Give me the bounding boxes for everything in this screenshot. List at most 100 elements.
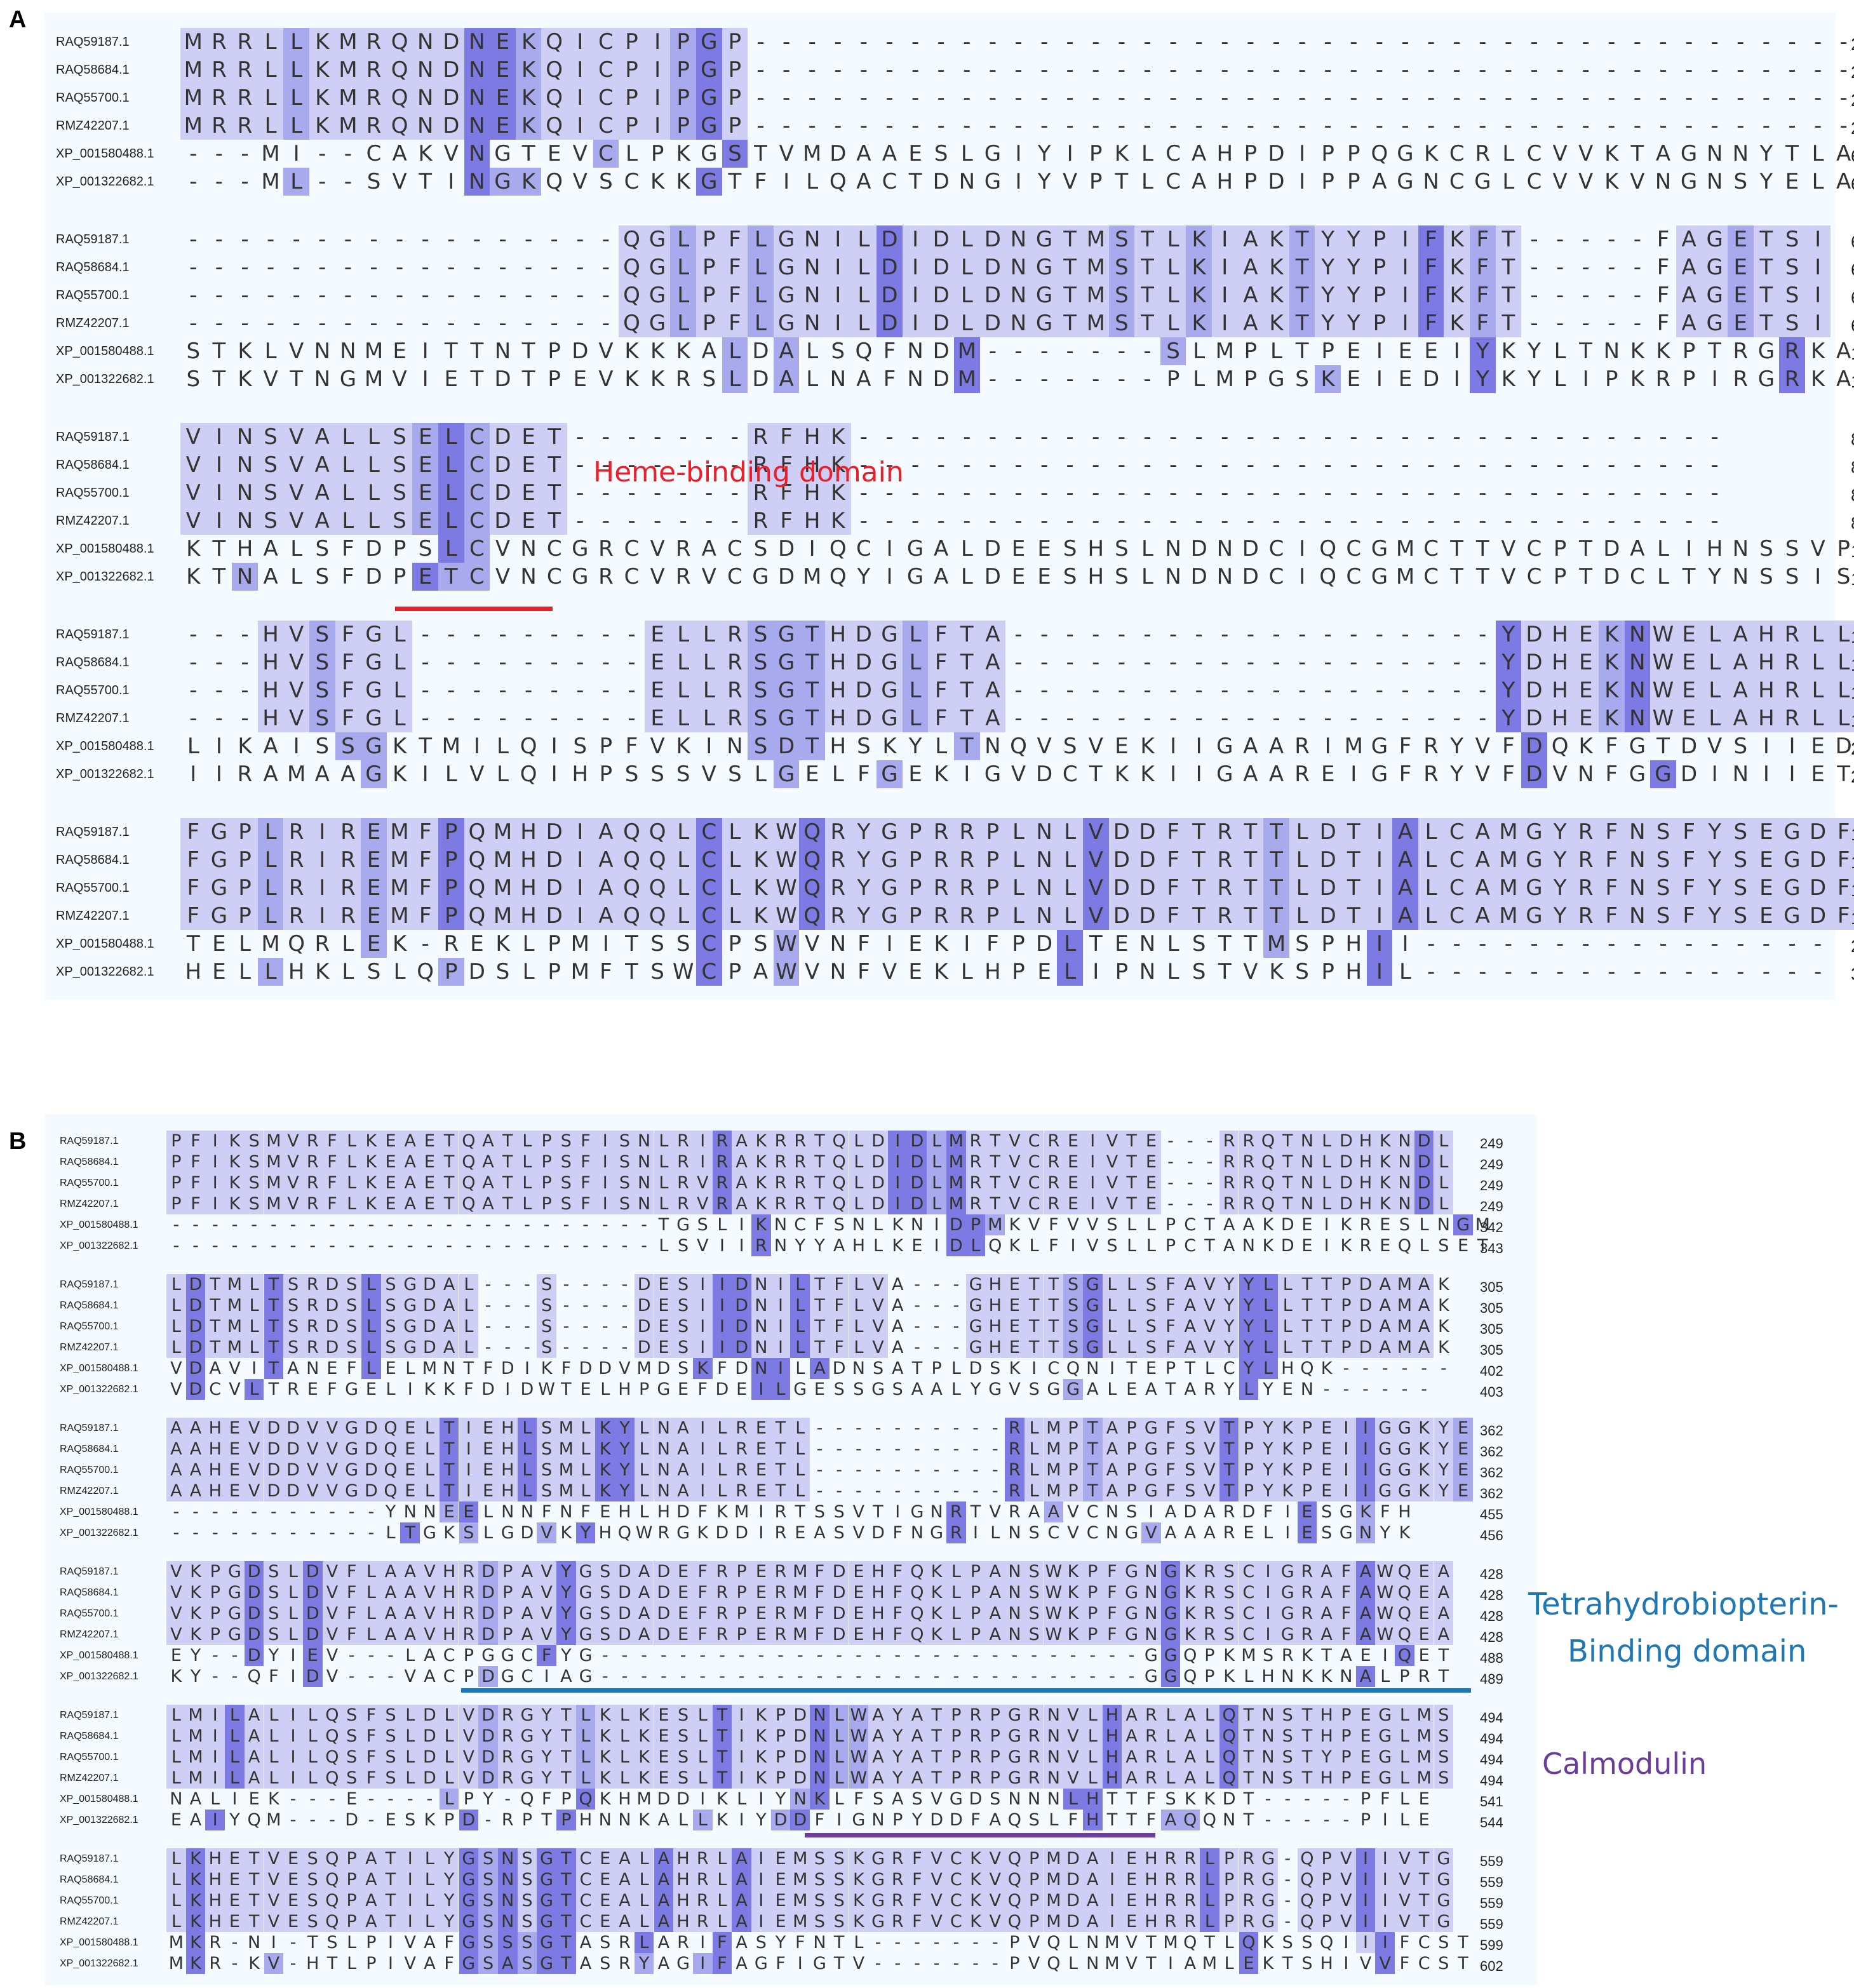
sequence-id: RAQ55700.1 xyxy=(60,1316,119,1337)
residue-end-number: 362 xyxy=(1480,1439,1503,1465)
residue-end-number: 249 xyxy=(1480,1131,1503,1157)
sequence-id: XP_001322682.1 xyxy=(56,563,154,591)
residue-end-number: 305 xyxy=(1480,1337,1503,1363)
residue-end-number: 599 xyxy=(1480,1932,1503,1958)
residue-end-number: 559 xyxy=(1480,1911,1503,1937)
sequence-id: XP_001580488.1 xyxy=(56,337,154,365)
residue-end-number: 22 xyxy=(1851,56,1854,89)
sequence-id: RAQ58684.1 xyxy=(56,253,130,281)
residue-end-number: 342 xyxy=(1480,1214,1503,1240)
residue-end-number: 120 xyxy=(1851,337,1854,370)
sequence-id: RAQ55700.1 xyxy=(60,1747,119,1768)
panel-a-label: A xyxy=(9,6,26,34)
residue-end-number: 428 xyxy=(1480,1624,1503,1650)
residue-end-number: 120 xyxy=(1851,676,1854,709)
sequence-id: RAQ59187.1 xyxy=(60,1705,119,1726)
residue-end-number: 428 xyxy=(1480,1603,1503,1629)
sequence-id: RAQ55700.1 xyxy=(56,479,130,507)
sequence-id: RAQ59187.1 xyxy=(60,1274,119,1295)
residue-end-number: 22 xyxy=(1851,112,1854,145)
sequence-id: RAQ58684.1 xyxy=(60,1869,119,1890)
residue-end-number: 186 xyxy=(1851,535,1854,568)
residue-end-number: 83 xyxy=(1851,451,1854,484)
residue-end-number: 186 xyxy=(1851,818,1854,851)
residue-end-number: 22 xyxy=(1851,84,1854,117)
residue-end-number: 64 xyxy=(1851,253,1854,286)
residue-end-number: 186 xyxy=(1851,874,1854,907)
sequence-id: XP_001322682.1 xyxy=(60,1953,138,1974)
residue-end-number: 186 xyxy=(1851,846,1854,879)
sequence-id: XP_001322682.1 xyxy=(60,1379,138,1400)
tetrahydrobiopterin-label-line2: Binding domain xyxy=(1568,1634,1806,1669)
sequence-id: XP_001322682.1 xyxy=(56,365,154,393)
residue-end-number: 83 xyxy=(1851,423,1854,456)
calmodulin-underline xyxy=(805,1833,1155,1837)
residue-end-number: 64 xyxy=(1851,281,1854,314)
sequence-id: XP_001580488.1 xyxy=(56,930,154,958)
residue-end-number: 120 xyxy=(1851,621,1854,654)
sequence-id: RMZ42207.1 xyxy=(56,704,130,732)
sequence-id: XP_001322682.1 xyxy=(56,760,154,788)
residue-end-number: 186 xyxy=(1851,563,1854,596)
residue-end-number: 488 xyxy=(1480,1645,1503,1671)
sequence-id: RAQ58684.1 xyxy=(60,1152,119,1172)
tetrahydrobiopterin-label-line1: Tetrahydrobiopterin- xyxy=(1528,1587,1839,1622)
residue-end-number: 300 xyxy=(1851,958,1854,991)
heme-binding-label: Heme-binding domain xyxy=(593,456,904,488)
sequence-id: RAQ55700.1 xyxy=(56,676,130,704)
residue-end-number: 455 xyxy=(1480,1501,1503,1528)
residue-end-number: 22 xyxy=(1851,28,1854,61)
sequence-id: RAQ59187.1 xyxy=(60,1561,119,1582)
residue-end-number: 299 xyxy=(1851,930,1854,963)
residue-end-number: 305 xyxy=(1480,1274,1503,1300)
residue-end-number: 249 xyxy=(1480,1193,1503,1219)
sequence-id: RAQ59187.1 xyxy=(56,621,130,648)
sequence-id: RAQ55700.1 xyxy=(60,1172,119,1193)
residue-end-number: 362 xyxy=(1480,1481,1503,1507)
tetrahydrobiopterin-underline xyxy=(461,1688,1471,1693)
sequence-id: RAQ58684.1 xyxy=(60,1726,119,1747)
sequence-id: RAQ55700.1 xyxy=(60,1603,119,1624)
residue-end-number: 494 xyxy=(1480,1747,1503,1773)
residue-end-number: 120 xyxy=(1851,704,1854,737)
sequence-id: RAQ59187.1 xyxy=(60,1848,119,1869)
residue-end-number: 252 xyxy=(1851,732,1854,765)
sequence-id: RAQ55700.1 xyxy=(60,1460,119,1481)
calmodulin-label: Calmodulin xyxy=(1542,1747,1707,1781)
residue-end-number: 402 xyxy=(1480,1358,1503,1384)
sequence-id: RAQ55700.1 xyxy=(60,1890,119,1911)
sequence-id: RMZ42207.1 xyxy=(60,1481,119,1501)
sequence-id: RMZ42207.1 xyxy=(56,507,130,535)
sequence-id: XP_001580488.1 xyxy=(60,1932,138,1953)
sequence-id: RAQ55700.1 xyxy=(56,84,130,112)
sequence-id: XP_001580488.1 xyxy=(56,535,154,563)
residue-end-number: 343 xyxy=(1480,1235,1503,1261)
sequence-id: RAQ58684.1 xyxy=(56,56,130,84)
sequence-id: RAQ59187.1 xyxy=(56,423,130,451)
sequence-id: RAQ59187.1 xyxy=(60,1131,119,1152)
sequence-id: RMZ42207.1 xyxy=(56,309,130,337)
residue-end-number: 83 xyxy=(1851,507,1854,540)
residue-end-number: 362 xyxy=(1480,1460,1503,1486)
sequence-id: RAQ59187.1 xyxy=(56,225,130,253)
residue-end-number: 305 xyxy=(1480,1295,1503,1321)
sequence-id: XP_001322682.1 xyxy=(56,168,154,196)
sequence-id: RAQ58684.1 xyxy=(60,1295,119,1316)
sequence-id: XP_001322682.1 xyxy=(56,958,154,986)
sequence-id: RMZ42207.1 xyxy=(60,1624,119,1645)
residue-end-number: 61 xyxy=(1851,168,1854,201)
sequence-id: RAQ58684.1 xyxy=(56,846,130,874)
sequence-id: XP_001322682.1 xyxy=(60,1666,138,1687)
residue-end-number: 489 xyxy=(1480,1666,1503,1692)
sequence-id: RAQ58684.1 xyxy=(60,1582,119,1603)
residue-end-number: 559 xyxy=(1480,1890,1503,1916)
residue-end-number: 456 xyxy=(1480,1522,1503,1548)
sequence-id: RAQ58684.1 xyxy=(56,648,130,676)
sequence-id: RMZ42207.1 xyxy=(56,902,130,930)
residue-end-number: 559 xyxy=(1480,1848,1503,1874)
residue-end-number: 249 xyxy=(1480,1152,1503,1178)
sequence-id: RAQ55700.1 xyxy=(56,874,130,902)
sequence-id: XP_001580488.1 xyxy=(60,1645,138,1666)
residue-end-number: 544 xyxy=(1480,1810,1503,1836)
sequence-id: RMZ42207.1 xyxy=(60,1193,119,1214)
